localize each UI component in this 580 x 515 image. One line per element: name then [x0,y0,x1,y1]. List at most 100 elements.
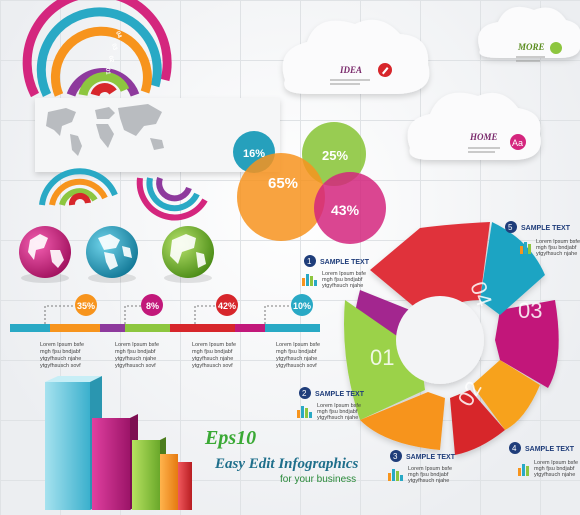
callout-title: SAMPLE TEXT [525,446,575,453]
timeline-line: mgh fjsu bndjabf [40,349,81,355]
ring-chart [344,222,559,455]
callout-line: mgh fjsu bndjabf [317,409,358,415]
callout-title: SAMPLE TEXT [406,454,456,461]
callout-line: mgh fjsu bndjabf [408,472,449,478]
ring-segment-label: 01 [370,345,394,370]
timeline-col: Lorem Ipsum bsfe mgh fjsu bndjabf ytgyfh… [115,342,159,369]
cloud-home [407,92,541,160]
bar-green [132,440,160,510]
timeline-marker [75,294,97,316]
concentric-arc-chart [22,0,172,98]
timeline-col: Lorem Ipsum bsfe mgh fjsu bndjabf ytgyfh… [276,342,320,369]
bubble-chart: 16% 25% 65% 43% [233,122,386,244]
bubble-label: 16% [243,148,265,160]
title-main: Easy Edit Infographics [214,456,359,472]
timeline-markers: 35% 8% 42% 10% [75,294,313,316]
callout-line: ytgyfhsuch njahe [408,478,449,484]
timeline-marker [291,294,313,316]
callout-num: 2 [302,389,307,398]
arc-orange [50,26,152,97]
timeline-line: ytgyfhsuch njahe [40,356,81,362]
bubble-magenta [314,172,386,244]
title-sub: for your business [280,474,356,485]
callout-4: 4 SAMPLE TEXT Lorem Ipsum bsfe mgh fjsu … [509,442,578,478]
bar-chart-3d [45,376,192,510]
mini-bars-icon [520,242,531,254]
callout-3: 3 SAMPLE TEXT Lorem Ipsum bsfe mgh fjsu … [388,450,456,484]
timeline-marker-label: 8% [146,301,159,311]
bubble-orange [237,153,325,241]
timeline-line: mgh fjsu bndjabf [115,349,156,355]
globe-green-icon [162,226,214,278]
arc-label: 03 [110,43,118,52]
gear-icon [550,42,562,54]
cloud-home-label: HOME [469,132,498,142]
timeline-line: mgh fjsu bndjabf [276,349,317,355]
cloud-idea-label: IDEA [339,65,362,75]
callout-line: ytgyfhsuch njahe [317,415,358,421]
arc-label: 04 [114,31,122,40]
mini-bars-icon [302,274,317,286]
title-block: Eps10 Easy Edit Infographics for your bu… [204,427,359,485]
timeline-line: ytgyfhsusch sovf [40,363,81,369]
arc-outer-magenta [22,0,172,98]
timeline-line: ytgyfhsuch njahe [276,356,317,362]
callout-num: 5 [508,223,513,232]
ring-segment-purple [495,300,559,388]
bar-red [178,462,192,510]
mini-bars-icon [388,469,403,481]
small-arcs-left [39,168,118,206]
globe-magenta-icon [19,226,71,278]
timeline-marker-label: 35% [77,301,95,311]
arc-core-red [90,83,117,97]
timeline-marker [216,294,238,316]
cloud-more-label: MORE [517,42,545,52]
callout-title: SAMPLE TEXT [315,391,365,398]
callout-title: SAMPLE TEXT [521,225,571,232]
callout-line: Lorem Ipsum bsfe [322,271,366,277]
timeline-line: ytgyfhsusch sovf [192,363,233,369]
timeline-line: Lorem Ipsum bsfe [115,342,159,348]
callout-1: 1 SAMPLE TEXT Lorem Ipsum bsfe mgh fjsu … [302,255,370,289]
bar-orange [160,454,178,510]
ring-segment-red-bottom [450,390,505,455]
callout-num: 3 [393,452,398,461]
world-map-icon [46,104,164,156]
timeline-line: Lorem Ipsum bsfe [192,342,236,348]
bubble-green [302,122,366,186]
timeline-line: Lorem Ipsum bsfe [276,342,320,348]
timeline-line: ytgyfhsuch njahe [115,356,156,362]
timeline-line: ytgyfhsusch sovf [115,363,156,369]
timeline-line: ytgyfhsuch njahe [192,356,233,362]
timeline-marker [141,294,163,316]
callout-line: mgh fjsu bndjabf [322,277,363,283]
timeline-line: Lorem Ipsum bsfe [40,342,84,348]
callout-line: ytgyfhsuch njahe [322,283,363,289]
bar-teal [45,382,90,510]
callout-line: Lorem Ipsum bsfe [317,403,361,409]
small-arcs-right [136,177,208,221]
ring-segment-green [344,300,425,420]
timeline [10,305,320,332]
mini-bars-icon [297,406,312,418]
timeline-line: ytgyfhsusch sovf [276,363,317,369]
callout-line: Lorem Ipsum bsfe [536,239,580,245]
timeline-marker-label: 10% [293,301,311,311]
callout-2: 2 SAMPLE TEXT Lorem Ipsum bsfe mgh fjsu … [297,387,365,421]
callout-line: mgh fjsu bndjabf [534,466,575,472]
ring-callouts: 1 SAMPLE TEXT Lorem Ipsum bsfe mgh fjsu … [297,221,580,484]
arc-inner-green [78,72,130,97]
ring-segment-teal [480,222,545,315]
arc-teal [36,7,162,97]
timeline-marker-label: 42% [218,301,236,311]
bubble-label: 25% [322,148,348,163]
timeline-col: Lorem Ipsum bsfe mgh fjsu bndjabf ytgyfh… [40,342,84,369]
ring-segment-orange-right [472,360,540,430]
bubble-label: 65% [268,175,298,192]
ring-segment-red [370,222,490,320]
ring-segment-orange [360,392,445,450]
timeline-line: mgh fjsu bndjabf [192,349,233,355]
mini-bars-icon [518,464,529,476]
callout-line: ytgyfhsuch njahe [536,251,577,257]
